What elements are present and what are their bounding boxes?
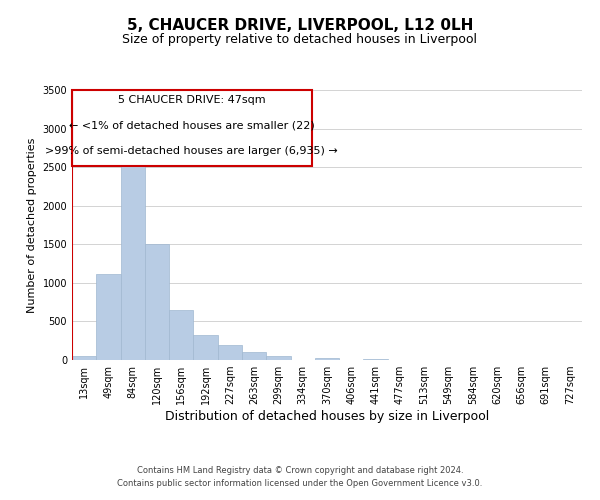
Text: 5 CHAUCER DRIVE: 47sqm: 5 CHAUCER DRIVE: 47sqm xyxy=(118,96,266,106)
X-axis label: Distribution of detached houses by size in Liverpool: Distribution of detached houses by size … xyxy=(165,410,489,423)
Bar xyxy=(96,274,121,360)
Text: 5, CHAUCER DRIVE, LIVERPOOL, L12 0LH: 5, CHAUCER DRIVE, LIVERPOOL, L12 0LH xyxy=(127,18,473,32)
FancyBboxPatch shape xyxy=(72,90,312,166)
Bar xyxy=(121,134,145,360)
Bar xyxy=(242,352,266,360)
Bar xyxy=(169,310,193,360)
Bar xyxy=(72,356,96,360)
Text: Contains HM Land Registry data © Crown copyright and database right 2024.
Contai: Contains HM Land Registry data © Crown c… xyxy=(118,466,482,487)
Text: ← <1% of detached houses are smaller (22): ← <1% of detached houses are smaller (22… xyxy=(69,120,315,130)
Bar xyxy=(266,356,290,360)
Bar xyxy=(145,244,169,360)
Text: >99% of semi-detached houses are larger (6,935) →: >99% of semi-detached houses are larger … xyxy=(46,146,338,156)
Bar xyxy=(315,358,339,360)
Bar xyxy=(193,334,218,360)
Y-axis label: Number of detached properties: Number of detached properties xyxy=(27,138,37,312)
Text: Size of property relative to detached houses in Liverpool: Size of property relative to detached ho… xyxy=(122,32,478,46)
Bar xyxy=(218,344,242,360)
